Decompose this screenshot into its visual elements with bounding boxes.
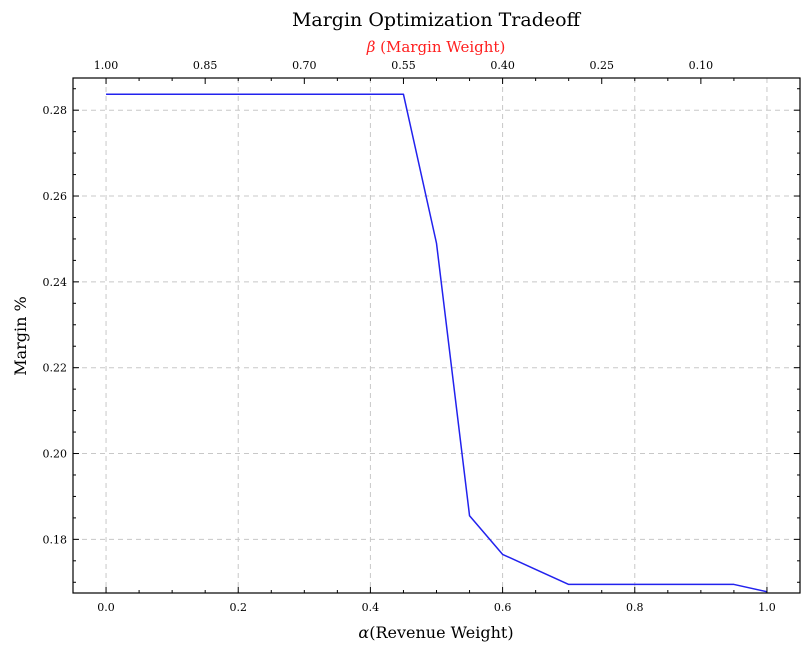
top-x-tick-label: 0.40 bbox=[490, 59, 515, 72]
y-tick-label: 0.26 bbox=[43, 190, 68, 203]
x-axis-title: α(Revenue Weight) bbox=[358, 623, 513, 642]
top-x-tick-label: 0.55 bbox=[391, 59, 416, 72]
y-tick-label: 0.18 bbox=[43, 533, 68, 546]
x-tick-label: 0.6 bbox=[494, 601, 512, 614]
y-tick-label: 0.28 bbox=[43, 104, 68, 117]
y-tick-label: 0.22 bbox=[43, 362, 68, 375]
y-tick-labels: 0.18 0.20 0.22 0.24 0.26 0.28 bbox=[43, 104, 68, 546]
top-x-tick-label: 0.25 bbox=[589, 59, 614, 72]
y-tick-label: 0.24 bbox=[43, 276, 68, 289]
x-axis-symbol: α bbox=[358, 623, 369, 642]
top-x-axis-title-text: (Margin Weight) bbox=[375, 38, 505, 56]
x-tick-label: 0.8 bbox=[626, 601, 644, 614]
y-axis-title: Margin % bbox=[11, 296, 30, 376]
top-x-axis-title: β (Margin Weight) bbox=[366, 38, 506, 56]
top-x-axis-symbol: β bbox=[366, 38, 376, 56]
top-x-tick-labels: 1.00 0.85 0.70 0.55 0.40 0.25 0.10 bbox=[94, 59, 713, 72]
top-x-tick-label: 1.00 bbox=[94, 59, 119, 72]
x-tick-label: 0.2 bbox=[229, 601, 247, 614]
x-tick-labels: 0.0 0.2 0.4 0.6 0.8 1.0 bbox=[97, 601, 775, 614]
x-tick-label: 0.4 bbox=[362, 601, 380, 614]
grid bbox=[73, 78, 800, 593]
top-x-tick-label: 0.85 bbox=[193, 59, 218, 72]
x-tick-label: 0.0 bbox=[97, 601, 115, 614]
y-tick-label: 0.20 bbox=[43, 448, 68, 461]
plot-frame bbox=[72, 77, 801, 594]
chart-title: Margin Optimization Tradeoff bbox=[292, 9, 582, 31]
top-x-tick-label: 0.70 bbox=[292, 59, 317, 72]
x-axis-title-text: (Revenue Weight) bbox=[369, 623, 513, 642]
top-x-tick-label: 0.10 bbox=[689, 59, 714, 72]
ticks bbox=[72, 78, 801, 593]
x-tick-label: 1.0 bbox=[758, 601, 776, 614]
margin-series-line bbox=[106, 93, 768, 593]
series-layer bbox=[106, 93, 768, 593]
